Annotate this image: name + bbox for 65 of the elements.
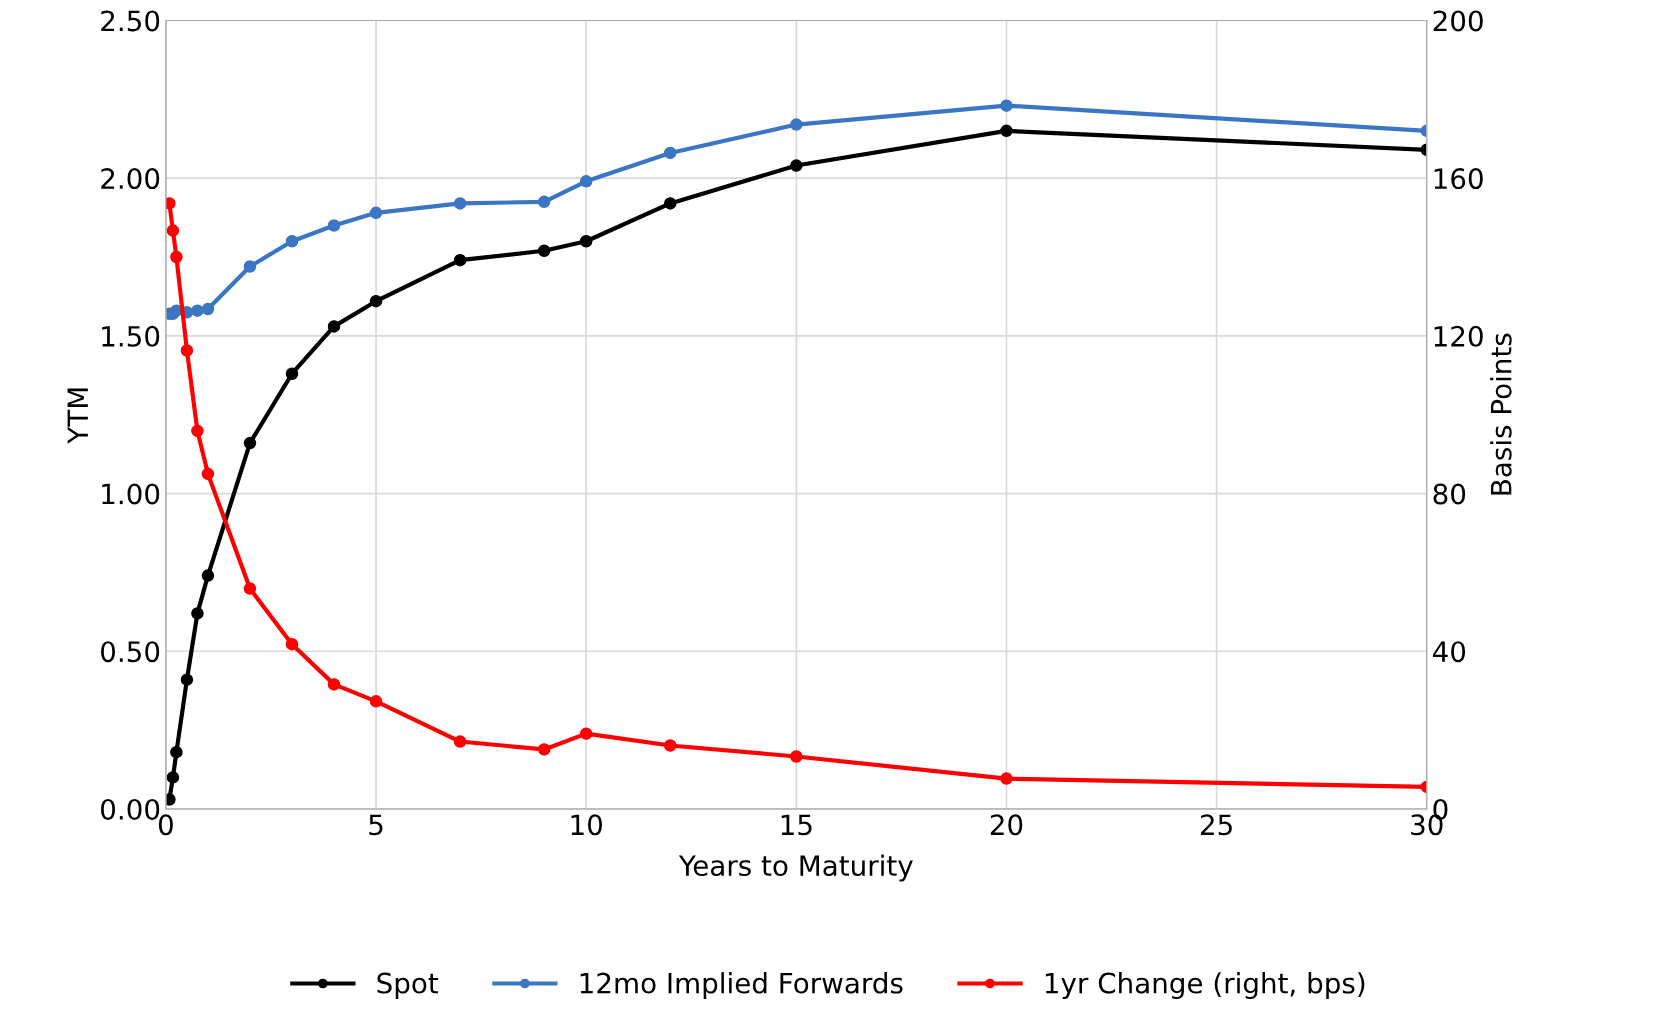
point xyxy=(453,197,467,210)
point xyxy=(537,195,551,209)
point xyxy=(243,436,257,450)
y-tick-label: 1.00 xyxy=(102,483,160,505)
point xyxy=(369,695,383,708)
point xyxy=(790,159,803,172)
y-tick-label: 0.50 xyxy=(101,641,160,663)
point xyxy=(1000,99,1013,112)
y-axis-title: YTM xyxy=(67,388,88,444)
y2-tick-label: 160 xyxy=(1434,168,1483,190)
point xyxy=(663,197,677,210)
point xyxy=(285,637,299,651)
y2-tick-label: 80 xyxy=(1433,483,1466,505)
point xyxy=(166,771,180,784)
y-tick-label: 1.50 xyxy=(102,325,160,347)
point xyxy=(285,235,299,248)
point xyxy=(453,735,467,748)
point xyxy=(663,146,677,160)
point xyxy=(166,224,180,237)
point xyxy=(243,260,257,273)
point xyxy=(579,727,593,740)
y2-tick-label: 120 xyxy=(1434,325,1483,347)
y-tick-label: 2.50 xyxy=(101,10,160,32)
x-axis-title: Years to Maturity xyxy=(678,854,913,882)
point xyxy=(663,739,677,752)
y-tick-label: 2.00 xyxy=(101,168,160,190)
point xyxy=(537,244,551,257)
y-tick-label: 0.00 xyxy=(101,798,160,820)
legend-label: 12mo Implied Forwards xyxy=(580,972,903,999)
point xyxy=(537,743,551,756)
point xyxy=(285,367,299,380)
point xyxy=(327,320,341,333)
point xyxy=(170,250,183,264)
point xyxy=(790,750,803,763)
point xyxy=(1000,124,1013,138)
point xyxy=(369,206,383,220)
point xyxy=(327,219,341,232)
point xyxy=(579,235,593,248)
x-tick-label: 20 xyxy=(990,814,1023,836)
point xyxy=(201,302,215,316)
point xyxy=(1000,772,1013,785)
point xyxy=(180,673,194,686)
point xyxy=(191,607,204,620)
point xyxy=(191,424,204,438)
x-tick-label: 5 xyxy=(369,814,383,836)
point xyxy=(191,304,204,317)
y2-tick-label: 40 xyxy=(1432,641,1466,663)
point xyxy=(369,294,383,308)
point xyxy=(579,175,593,188)
point xyxy=(180,344,194,357)
y2-axis-title: Basis Points xyxy=(1490,333,1512,495)
x-tick-label: 10 xyxy=(571,814,603,836)
x-tick-label: 15 xyxy=(781,814,812,836)
legend-label: Spot xyxy=(377,972,439,999)
point xyxy=(170,745,183,759)
point xyxy=(327,678,341,691)
point xyxy=(201,569,215,582)
point xyxy=(243,582,257,595)
point xyxy=(201,467,215,481)
point xyxy=(453,253,467,267)
legend-label: 1yr Change (right, bps) xyxy=(1045,972,1365,999)
x-tick-label: 0 xyxy=(158,814,173,836)
x-tick-label: 25 xyxy=(1200,814,1232,836)
y2-tick-label: 200 xyxy=(1433,10,1483,32)
point xyxy=(790,118,803,131)
